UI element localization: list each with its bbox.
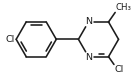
Text: N: N	[85, 53, 92, 62]
Text: Cl: Cl	[115, 65, 124, 74]
Text: Cl: Cl	[5, 35, 14, 44]
Text: N: N	[85, 17, 92, 26]
Text: CH₃: CH₃	[116, 3, 132, 12]
